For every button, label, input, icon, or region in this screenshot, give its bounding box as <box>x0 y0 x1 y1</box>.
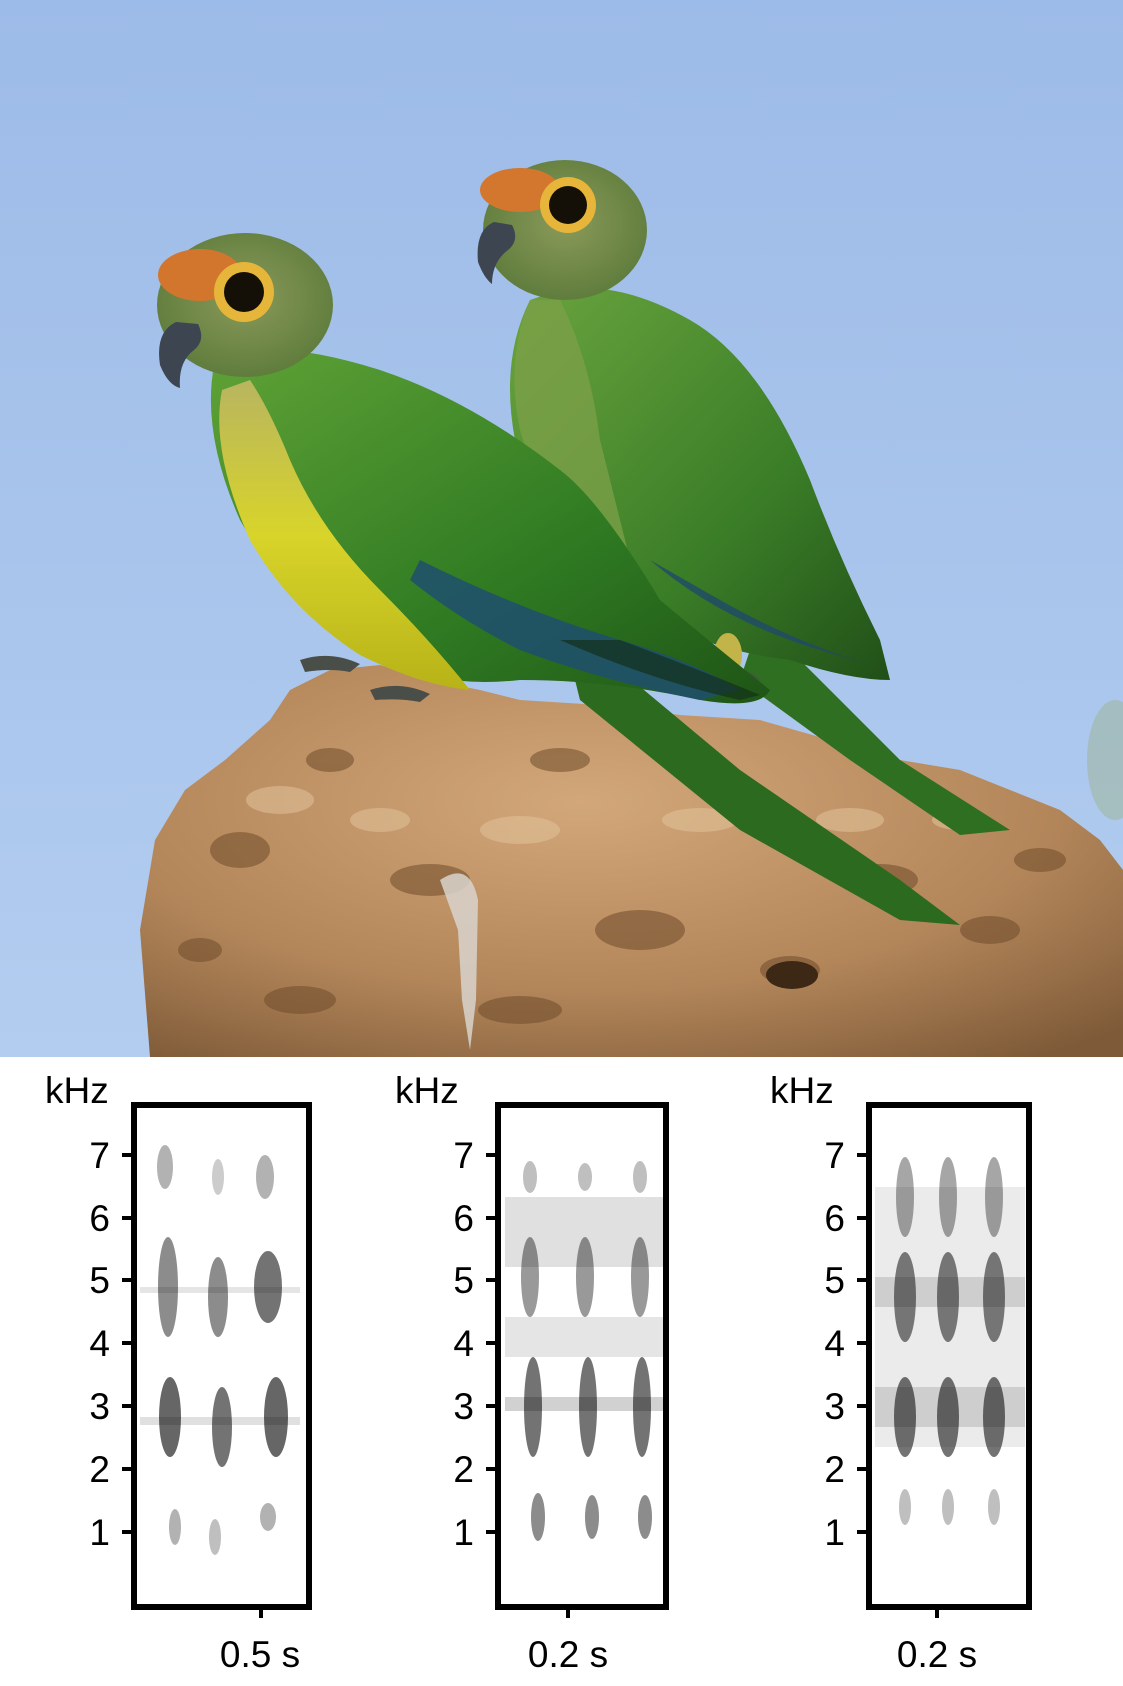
spectrogram-panels: kHz 7 6 5 4 3 2 1 <box>45 1070 1032 1675</box>
y-tick-label: 6 <box>89 1198 110 1239</box>
spectrogram-traces <box>140 1145 300 1555</box>
y-tick-label: 7 <box>89 1135 110 1176</box>
y-tick-label: 4 <box>453 1323 474 1364</box>
time-scale-label: 0.5 s <box>220 1634 300 1675</box>
parakeets-photo <box>0 0 1123 1057</box>
time-scale-label: 0.2 s <box>897 1634 977 1675</box>
y-tick-label: 7 <box>453 1135 474 1176</box>
spectrogram-panel-2: kHz 7 6 5 4 3 2 1 <box>395 1070 669 1675</box>
y-tick-label: 1 <box>453 1512 474 1553</box>
y-tick-label: 6 <box>824 1198 845 1239</box>
spectrogram-traces <box>505 1161 665 1541</box>
parakeet-front <box>157 233 960 925</box>
y-tick-label: 5 <box>89 1260 110 1301</box>
unit-label: kHz <box>45 1070 109 1111</box>
spectrogram-panel-3: kHz 7 6 5 4 3 2 1 <box>770 1070 1032 1675</box>
y-tick-label: 7 <box>824 1135 845 1176</box>
y-tick-label: 3 <box>824 1386 845 1427</box>
y-tick-label: 4 <box>89 1323 110 1364</box>
y-tick-label: 6 <box>453 1198 474 1239</box>
y-tick-label: 2 <box>824 1449 845 1490</box>
y-tick-label: 2 <box>453 1449 474 1490</box>
unit-label: kHz <box>395 1070 459 1111</box>
y-tick-label: 1 <box>824 1512 845 1553</box>
y-tick-label: 3 <box>453 1386 474 1427</box>
y-tick-label: 4 <box>824 1323 845 1364</box>
time-scale-label: 0.2 s <box>528 1634 608 1675</box>
y-tick-label: 1 <box>89 1512 110 1553</box>
unit-label: kHz <box>770 1070 834 1111</box>
spectrogram-traces <box>875 1157 1025 1525</box>
y-tick-label: 3 <box>89 1386 110 1427</box>
y-tick-label: 2 <box>89 1449 110 1490</box>
spectrogram-panel-1: kHz 7 6 5 4 3 2 1 <box>45 1070 312 1675</box>
y-tick-label: 5 <box>824 1260 845 1301</box>
y-tick-label: 5 <box>453 1260 474 1301</box>
